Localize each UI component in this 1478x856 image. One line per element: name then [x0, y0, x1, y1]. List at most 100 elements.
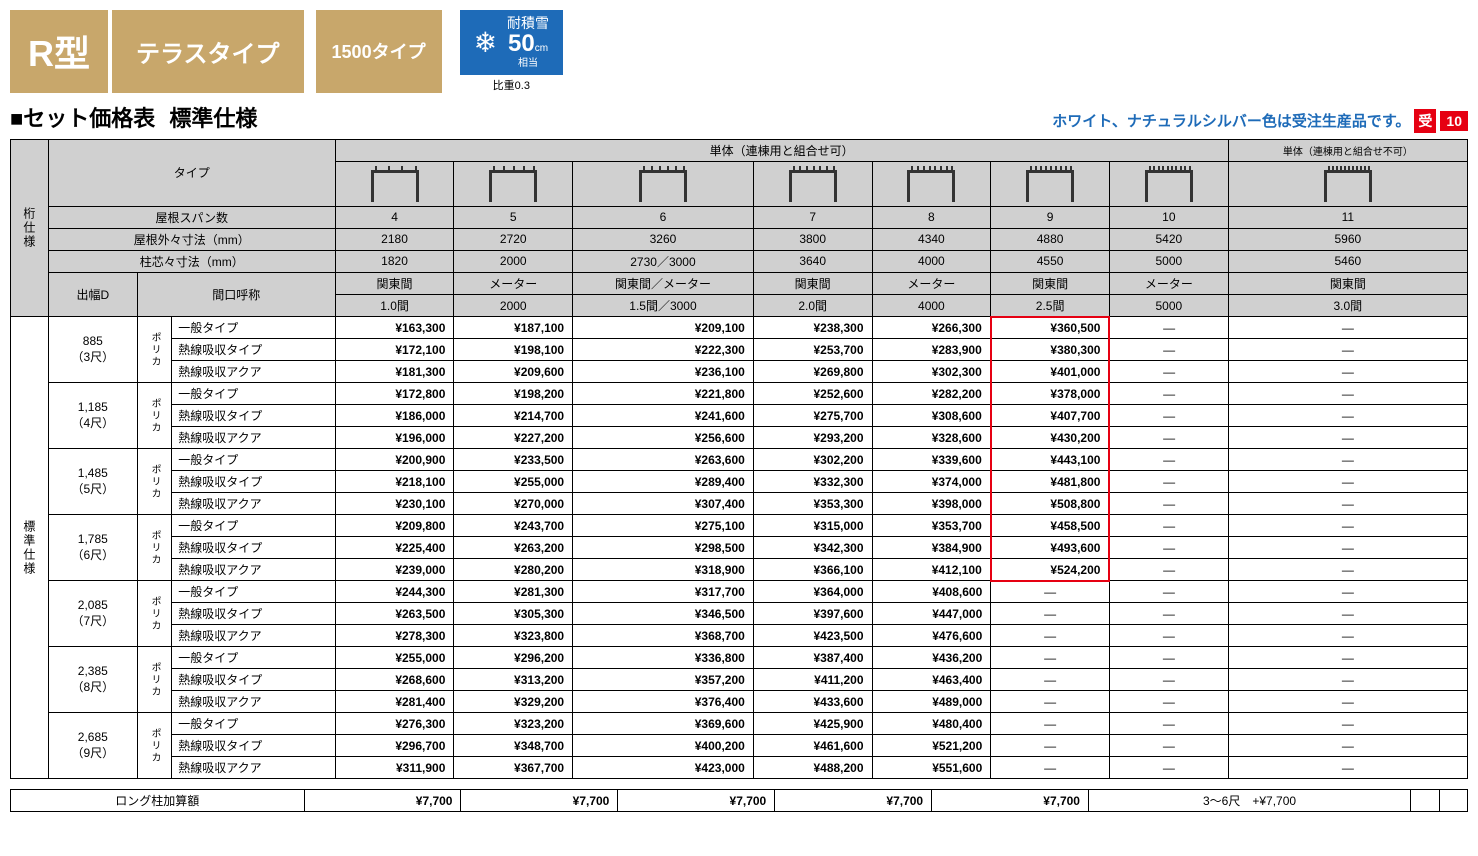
price-cell: ¥458,500	[991, 515, 1110, 537]
price-cell: ¥489,000	[872, 691, 991, 713]
row-type: 熱線吸収タイプ	[172, 405, 335, 427]
price-cell: ¥282,200	[872, 383, 991, 405]
roof-icon	[633, 166, 693, 202]
row-type: 熱線吸収アクア	[172, 427, 335, 449]
price-cell: —	[1109, 383, 1228, 405]
price-cell: —	[1109, 537, 1228, 559]
model-badge: R型	[10, 10, 108, 93]
price-cell: ¥239,000	[335, 559, 454, 581]
price-cell: ¥308,600	[872, 405, 991, 427]
price-cell: ¥369,600	[573, 713, 754, 735]
row-type: 熱線吸収タイプ	[172, 471, 335, 493]
price-cell: ¥329,200	[454, 691, 573, 713]
price-cell: ¥521,200	[872, 735, 991, 757]
maguchi1-val: 関東間	[335, 272, 454, 294]
polyca-label: ポリカ	[137, 449, 171, 515]
price-cell: —	[1228, 537, 1467, 559]
price-cell: —	[1228, 427, 1467, 449]
polyca-label: ポリカ	[137, 515, 171, 581]
hyojun-label: 標準仕様	[11, 317, 49, 779]
row-type: 一般タイプ	[172, 515, 335, 537]
price-cell: ¥551,600	[872, 757, 991, 779]
span-val: 8	[872, 206, 991, 228]
price-cell: ¥214,700	[454, 405, 573, 427]
price-cell: —	[1228, 625, 1467, 647]
price-cell: ¥366,100	[753, 559, 872, 581]
price-cell: ¥524,200	[991, 559, 1110, 581]
price-cell: ¥412,100	[872, 559, 991, 581]
price-cell: ¥275,100	[573, 515, 754, 537]
price-cell: ¥256,600	[573, 427, 754, 449]
price-cell: —	[991, 603, 1110, 625]
maguchi2-val: 1.0間	[335, 294, 454, 317]
long-val	[1439, 790, 1467, 812]
notice-text: ホワイト、ナチュラルシルバー色は受注生産品です。	[1052, 110, 1410, 131]
long-val	[1411, 790, 1439, 812]
price-cell: —	[1228, 691, 1467, 713]
price-cell: ¥317,700	[573, 581, 754, 603]
price-cell: ¥283,900	[872, 339, 991, 361]
price-cell: ¥293,200	[753, 427, 872, 449]
price-cell: ¥198,200	[454, 383, 573, 405]
roof-icon-cell	[991, 161, 1110, 206]
price-cell: ¥397,600	[753, 603, 872, 625]
price-cell: ¥380,300	[991, 339, 1110, 361]
row-type: 一般タイプ	[172, 647, 335, 669]
tantai1-header: 単体（連棟用と組合せ可）	[335, 139, 1228, 161]
long-val: 3～6尺 +¥7,700	[1088, 790, 1410, 812]
price-cell: —	[1228, 405, 1467, 427]
price-cell: —	[1109, 647, 1228, 669]
price-cell: ¥198,100	[454, 339, 573, 361]
shinshin-val: 3640	[753, 250, 872, 272]
price-cell: ¥353,300	[753, 493, 872, 515]
price-cell: ¥364,000	[753, 581, 872, 603]
depth-cell: 1,485（5尺）	[48, 449, 137, 515]
row-type: 熱線吸収アクア	[172, 493, 335, 515]
price-cell: ¥374,000	[872, 471, 991, 493]
maguchi2-val: 1.5間／3000	[573, 294, 754, 317]
price-cell: —	[1109, 449, 1228, 471]
price-cell: ¥302,300	[872, 361, 991, 383]
price-cell: —	[1228, 669, 1467, 691]
price-cell: —	[1109, 603, 1228, 625]
price-cell: ¥222,300	[573, 339, 754, 361]
price-cell: —	[1109, 625, 1228, 647]
long-label: ロング柱加算額	[11, 790, 305, 812]
price-cell: —	[1228, 471, 1467, 493]
span-val: 11	[1228, 206, 1467, 228]
maguchi2-val: 3.0間	[1228, 294, 1467, 317]
price-cell: ¥172,800	[335, 383, 454, 405]
row-type: 熱線吸収アクア	[172, 361, 335, 383]
price-cell: —	[1109, 317, 1228, 339]
price-cell: ¥332,300	[753, 471, 872, 493]
price-cell: ¥425,900	[753, 713, 872, 735]
price-cell: ¥181,300	[335, 361, 454, 383]
price-cell: —	[991, 647, 1110, 669]
price-cell: —	[1109, 361, 1228, 383]
price-cell: ¥447,000	[872, 603, 991, 625]
price-cell: ¥367,700	[454, 757, 573, 779]
price-cell: ¥298,500	[573, 537, 754, 559]
price-cell: ¥281,400	[335, 691, 454, 713]
price-cell: ¥255,000	[335, 647, 454, 669]
gaigai-label: 屋根外々寸法（mm）	[48, 228, 335, 250]
price-cell: ¥461,600	[753, 735, 872, 757]
price-cell: ¥398,000	[872, 493, 991, 515]
roof-icon	[483, 166, 543, 202]
polyca-label: ポリカ	[137, 581, 171, 647]
price-cell: ¥218,100	[335, 471, 454, 493]
price-cell: —	[991, 691, 1110, 713]
snow-unit: cm	[535, 43, 548, 54]
roof-icon	[783, 166, 843, 202]
maguchi2-val: 2000	[454, 294, 573, 317]
gaigai-val: 4340	[872, 228, 991, 250]
roof-icon-cell	[872, 161, 991, 206]
price-cell: —	[991, 757, 1110, 779]
subtitle-row: ■セット価格表 標準仕様 ホワイト、ナチュラルシルバー色は受注生産品です。 受 …	[10, 101, 1468, 133]
row-type: 一般タイプ	[172, 383, 335, 405]
row-type: 熱線吸収アクア	[172, 757, 335, 779]
price-cell: ¥289,400	[573, 471, 754, 493]
price-cell: —	[1228, 735, 1467, 757]
roof-icon	[1020, 166, 1080, 202]
roof-icon-cell	[753, 161, 872, 206]
